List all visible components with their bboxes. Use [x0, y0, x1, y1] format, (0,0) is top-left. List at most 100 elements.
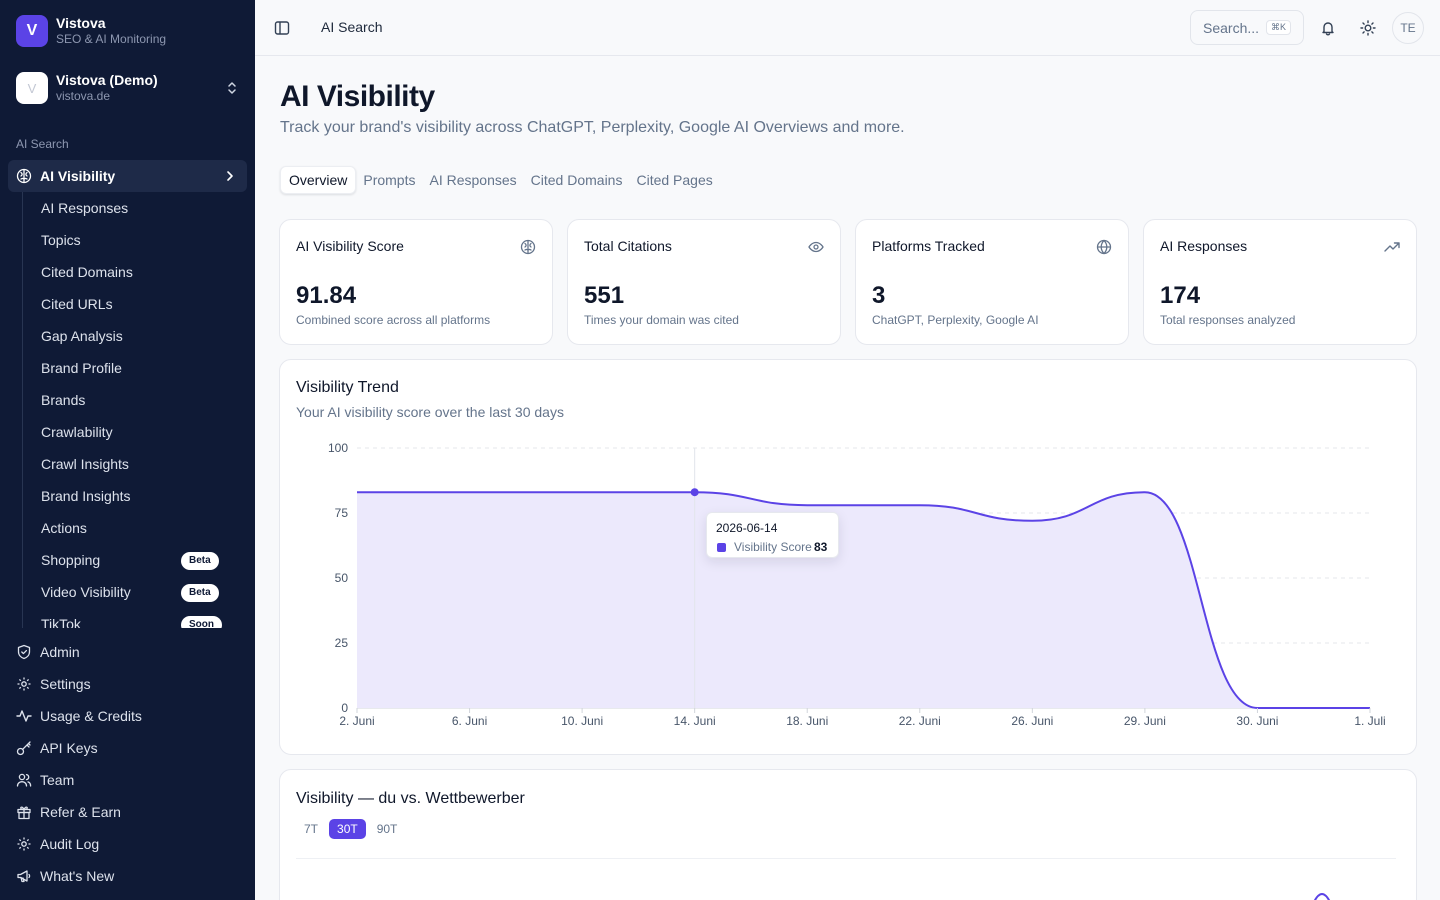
- sidebar-item-video-visibility[interactable]: Video Visibility Beta: [23, 576, 248, 608]
- sun-icon[interactable]: [1360, 20, 1376, 36]
- sidebar-item-brand-profile[interactable]: Brand Profile: [23, 352, 248, 384]
- sidebar: V Vistova SEO & AI Monitoring V Vistova …: [0, 0, 255, 900]
- sidebar-item-label: Topics: [41, 232, 81, 248]
- beta-badge: Beta: [181, 584, 219, 602]
- sidebar-item-team[interactable]: Team: [16, 764, 74, 796]
- brand[interactable]: V Vistova SEO & AI Monitoring: [16, 15, 166, 47]
- sidebar-item-refer-earn[interactable]: Refer & Earn: [16, 796, 121, 828]
- y-tick-label: 100: [328, 441, 348, 455]
- sidebar-item-shopping[interactable]: Shopping Beta: [23, 544, 248, 576]
- brain-icon: [520, 239, 536, 255]
- sidebar-item-whats-new[interactable]: What's New: [16, 860, 114, 892]
- sidebar-item-tiktok[interactable]: TikTok Soon: [23, 608, 248, 628]
- sidebar-item-usage-credits[interactable]: Usage & Credits: [16, 700, 142, 732]
- sidebar-item-gap-analysis[interactable]: Gap Analysis: [23, 320, 248, 352]
- sidebar-item-api-keys[interactable]: API Keys: [16, 732, 98, 764]
- sidebar-item-topics[interactable]: Topics: [23, 224, 248, 256]
- bell-icon[interactable]: [1320, 20, 1336, 36]
- chart-subtitle: Your AI visibility score over the last 3…: [296, 404, 564, 420]
- y-tick-label: 50: [335, 571, 349, 585]
- sidebar-item-admin[interactable]: Admin: [16, 636, 80, 668]
- active-point[interactable]: [690, 488, 699, 497]
- chart-gridline: [296, 858, 1396, 859]
- sidebar-item-brand-insights[interactable]: Brand Insights: [23, 480, 248, 512]
- card-title: Visibility — du vs. Wettbewerber: [296, 790, 525, 807]
- page-tabs: Overview Prompts AI Responses Cited Doma…: [280, 165, 720, 195]
- beta-badge: Beta: [181, 552, 219, 570]
- stat-value: 174: [1160, 282, 1201, 309]
- x-tick-label: 30. Juni: [1236, 714, 1278, 728]
- sidebar-item-cited-urls[interactable]: Cited URLs: [23, 288, 248, 320]
- sidebar-item-actions[interactable]: Actions: [23, 512, 248, 544]
- visibility-trend-card: Visibility Trend Your AI visibility scor…: [279, 359, 1417, 755]
- search-button[interactable]: Search... ⌘K: [1190, 10, 1304, 45]
- stat-description: ChatGPT, Perplexity, Google AI: [872, 313, 1039, 327]
- chevron-right-icon: [227, 171, 233, 181]
- tab-cited-domains[interactable]: Cited Domains: [530, 172, 623, 188]
- tab-cited-pages[interactable]: Cited Pages: [636, 172, 713, 188]
- sidebar-subnav: AI Responses Topics Cited Domains Cited …: [22, 192, 248, 628]
- top-header: AI Search Search... ⌘K TE: [255, 0, 1440, 56]
- sidebar-item-crawlability[interactable]: Crawlability: [23, 416, 248, 448]
- stat-description: Total responses analyzed: [1160, 313, 1296, 327]
- stat-card-visibility-score: AI Visibility Score 91.84 Combined score…: [279, 219, 553, 345]
- stat-value: 551: [584, 282, 625, 309]
- stat-title: AI Responses: [1160, 238, 1248, 254]
- sidebar-item-audit-log[interactable]: Audit Log: [16, 828, 99, 860]
- sidebar-item-ai-responses[interactable]: AI Responses: [23, 192, 248, 224]
- workspace-name: Vistova (Demo): [56, 72, 158, 88]
- user-avatar[interactable]: TE: [1392, 12, 1424, 44]
- sidebar-item-cited-domains[interactable]: Cited Domains: [23, 256, 248, 288]
- sidebar-item-label: Cited URLs: [41, 296, 113, 312]
- page-title: AI Visibility: [280, 80, 435, 113]
- sidebar-item-brands[interactable]: Brands: [23, 384, 248, 416]
- sidebar-item-label: Gap Analysis: [41, 328, 123, 344]
- sidebar-item-crawl-insights[interactable]: Crawl Insights: [23, 448, 248, 480]
- tooltip-value: 83: [814, 540, 828, 554]
- megaphone-icon: [17, 870, 31, 883]
- sidebar-item-label: Actions: [41, 520, 87, 536]
- sidebar-item-settings[interactable]: Settings: [16, 668, 91, 700]
- gift-icon: [17, 806, 31, 820]
- sidebar-item-label: Crawl Insights: [41, 456, 129, 472]
- globe-icon: [1096, 239, 1112, 255]
- workspace-avatar: V: [16, 72, 48, 104]
- tab-prompts[interactable]: Prompts: [363, 172, 416, 188]
- competitor-line-peak: [1313, 893, 1331, 900]
- x-tick-label: 22. Juni: [899, 714, 941, 728]
- sidebar-item-label: What's New: [40, 868, 115, 884]
- visibility-trend-chart[interactable]: 0 25 50 75 100 2. Juni 6. Juni 10. Juni 14. Juni…: [280, 360, 1418, 756]
- tab-overview[interactable]: Overview: [280, 166, 357, 194]
- sidebar-group-label: AI Search: [16, 137, 69, 151]
- tooltip-swatch: [717, 543, 726, 552]
- tab-ai-responses[interactable]: AI Responses: [429, 172, 517, 188]
- brand-subtitle: SEO & AI Monitoring: [56, 32, 167, 46]
- tooltip-date: 2026-06-14: [716, 521, 778, 535]
- sidebar-item-label: Brands: [41, 392, 86, 408]
- stat-card-total-citations: Total Citations 551 Times your domain wa…: [567, 219, 841, 345]
- shield-icon: [17, 644, 31, 660]
- search-placeholder: Search...: [1203, 19, 1260, 36]
- sidebar-item-ai-visibility[interactable]: AI Visibility: [8, 160, 247, 192]
- sidebar-item-label: Usage & Credits: [40, 708, 142, 724]
- series-line: [357, 491, 1370, 709]
- stat-card-ai-responses: AI Responses 174 Total responses analyze…: [1143, 219, 1417, 345]
- y-tick-label: 0: [341, 701, 348, 715]
- breadcrumb[interactable]: AI Search: [321, 19, 383, 35]
- workspace-switcher[interactable]: V Vistova (Demo) vistova.de: [16, 70, 244, 106]
- stat-title: Platforms Tracked: [872, 238, 985, 254]
- sidebar-item-label: Brand Insights: [41, 488, 131, 504]
- range-7-days[interactable]: 7T: [304, 822, 319, 836]
- sidebar-item-label: Team: [40, 772, 75, 788]
- key-icon: [16, 741, 31, 756]
- brain-icon: [16, 168, 32, 184]
- chart-tooltip: 2026-06-14 Visibility Score 83: [706, 512, 839, 558]
- series-area: [357, 492, 1370, 708]
- stat-card-platforms-tracked: Platforms Tracked 3 ChatGPT, Perplexity,…: [855, 219, 1129, 345]
- sidebar-toggle-icon[interactable]: [274, 20, 290, 36]
- activity-icon: [16, 710, 32, 722]
- range-90-days[interactable]: 90T: [376, 822, 398, 836]
- x-tick-label: 14. Juni: [674, 714, 716, 728]
- stat-description: Times your domain was cited: [584, 313, 739, 327]
- range-30-days[interactable]: 30T: [329, 819, 366, 839]
